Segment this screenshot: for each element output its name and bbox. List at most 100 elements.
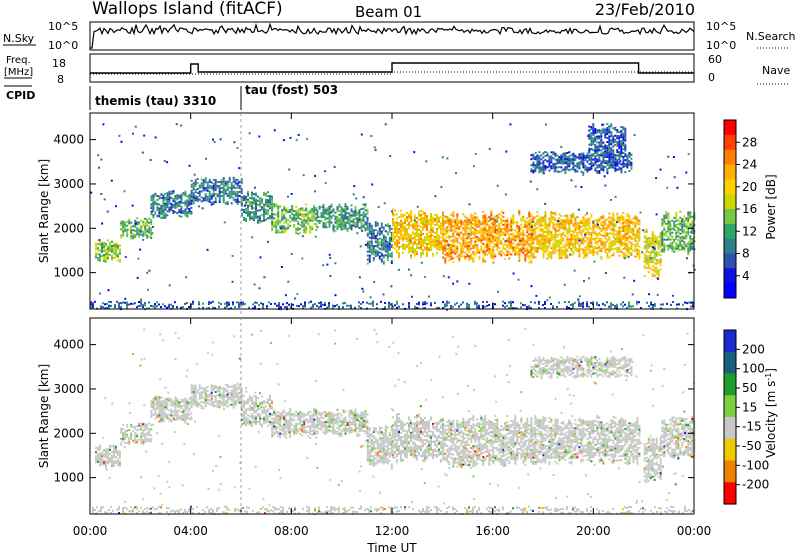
heatmap-cell bbox=[663, 251, 665, 253]
heatmap-cell bbox=[618, 231, 620, 233]
heatmap-cell bbox=[219, 181, 221, 183]
heatmap-cell bbox=[500, 252, 502, 254]
heatmap-cell bbox=[203, 185, 205, 187]
heatmap-cell bbox=[107, 247, 109, 249]
heatmap-cell bbox=[490, 210, 492, 212]
heatmap-cell bbox=[462, 227, 464, 229]
heatmap-cell bbox=[602, 169, 604, 171]
heatmap-cell bbox=[570, 238, 572, 240]
heatmap-cell bbox=[174, 211, 176, 213]
heatmap-cell bbox=[592, 246, 594, 248]
heatmap-cell bbox=[188, 208, 190, 210]
heatmap-cell bbox=[261, 220, 263, 222]
heatmap-cell bbox=[622, 148, 624, 150]
heatmap-cell bbox=[389, 247, 391, 249]
heatmap-cell bbox=[582, 253, 584, 255]
heatmap-cell bbox=[245, 196, 247, 198]
heatmap-cell bbox=[590, 246, 592, 248]
heatmap-cell bbox=[108, 301, 110, 303]
heatmap-cell bbox=[452, 213, 454, 215]
heatmap-cell bbox=[500, 214, 502, 216]
heatmap-cell bbox=[158, 210, 160, 212]
heatmap-cell bbox=[422, 303, 424, 305]
heatmap-cell bbox=[450, 250, 452, 252]
scatter-echo bbox=[473, 165, 475, 167]
heatmap-cell bbox=[592, 131, 594, 133]
heatmap-cell bbox=[341, 228, 343, 230]
heatmap-cell bbox=[600, 152, 602, 154]
heatmap-cell bbox=[578, 168, 580, 170]
heatmap-cell bbox=[612, 242, 614, 244]
heatmap-cell bbox=[480, 241, 482, 243]
cpid-segment-2: tau (fost) 503 bbox=[245, 83, 338, 97]
heatmap-cell bbox=[299, 214, 301, 216]
heatmap-cell bbox=[677, 229, 679, 231]
heatmap-cell bbox=[516, 227, 518, 229]
scatter-echo bbox=[365, 244, 367, 246]
heatmap-cell bbox=[584, 256, 586, 258]
heatmap-cell bbox=[689, 211, 691, 213]
heatmap-cell bbox=[612, 153, 614, 155]
heatmap-cell bbox=[369, 247, 371, 249]
heatmap-cell bbox=[466, 223, 468, 225]
heatmap-cell bbox=[408, 251, 410, 253]
heatmap-cell bbox=[486, 246, 488, 248]
heatmap-cell bbox=[236, 301, 238, 303]
scatter-echo bbox=[298, 134, 300, 136]
heatmap-cell bbox=[195, 199, 197, 201]
heatmap-cell bbox=[598, 149, 600, 151]
heatmap-cell bbox=[616, 145, 618, 147]
scatter-echo bbox=[624, 257, 626, 259]
heatmap-cell bbox=[462, 245, 464, 247]
heatmap-cell bbox=[508, 227, 510, 229]
heatmap-cell bbox=[383, 229, 385, 231]
heatmap-cell bbox=[375, 249, 377, 251]
heatmap-cell bbox=[638, 258, 640, 260]
heatmap-cell bbox=[614, 244, 616, 246]
heatmap-cell bbox=[646, 243, 648, 245]
heatmap-cell bbox=[267, 213, 269, 215]
heatmap-cell bbox=[180, 206, 182, 208]
heatmap-cell bbox=[634, 234, 636, 236]
heatmap-cell bbox=[202, 303, 204, 305]
heatmap-cell bbox=[488, 250, 490, 252]
heatmap-cell bbox=[554, 159, 556, 161]
heatmap-cell bbox=[663, 217, 665, 219]
heatmap-cell bbox=[520, 244, 522, 246]
heatmap-cell bbox=[325, 224, 327, 226]
heatmap-cell bbox=[663, 215, 665, 217]
heatmap-cell bbox=[424, 224, 426, 226]
heatmap-cell bbox=[669, 231, 671, 233]
heatmap-cell bbox=[412, 223, 414, 225]
heatmap-cell bbox=[594, 146, 596, 148]
heatmap-cell bbox=[271, 205, 273, 207]
heatmap-cell bbox=[115, 254, 117, 256]
scatter-echo bbox=[326, 264, 328, 266]
heatmap-cell bbox=[385, 246, 387, 248]
heatmap-cell bbox=[510, 219, 512, 221]
heatmap-cell bbox=[191, 200, 193, 202]
heatmap-cell bbox=[494, 226, 496, 228]
heatmap-cell bbox=[150, 207, 152, 209]
heatmap-cell bbox=[492, 224, 494, 226]
heatmap-cell bbox=[325, 216, 327, 218]
scatter-echo bbox=[577, 299, 579, 301]
heatmap-cell bbox=[259, 203, 261, 205]
heatmap-cell bbox=[536, 237, 538, 239]
heatmap-cell bbox=[195, 179, 197, 181]
heatmap-cell bbox=[186, 195, 188, 197]
heatmap-cell bbox=[130, 226, 132, 228]
heatmap-cell bbox=[683, 221, 685, 223]
heatmap-cell bbox=[544, 219, 546, 221]
heatmap-cell bbox=[488, 234, 490, 236]
heatmap-cell bbox=[309, 210, 311, 212]
heatmap-cell bbox=[329, 222, 331, 224]
heatmap-cell bbox=[406, 220, 408, 222]
scatter-echo bbox=[161, 194, 163, 196]
heatmap-cell bbox=[552, 157, 554, 159]
heatmap-cell bbox=[105, 464, 107, 466]
heatmap-cell bbox=[610, 255, 612, 257]
heatmap-cell bbox=[652, 265, 654, 267]
heatmap-cell bbox=[261, 198, 263, 200]
heatmap-cell bbox=[223, 199, 225, 201]
